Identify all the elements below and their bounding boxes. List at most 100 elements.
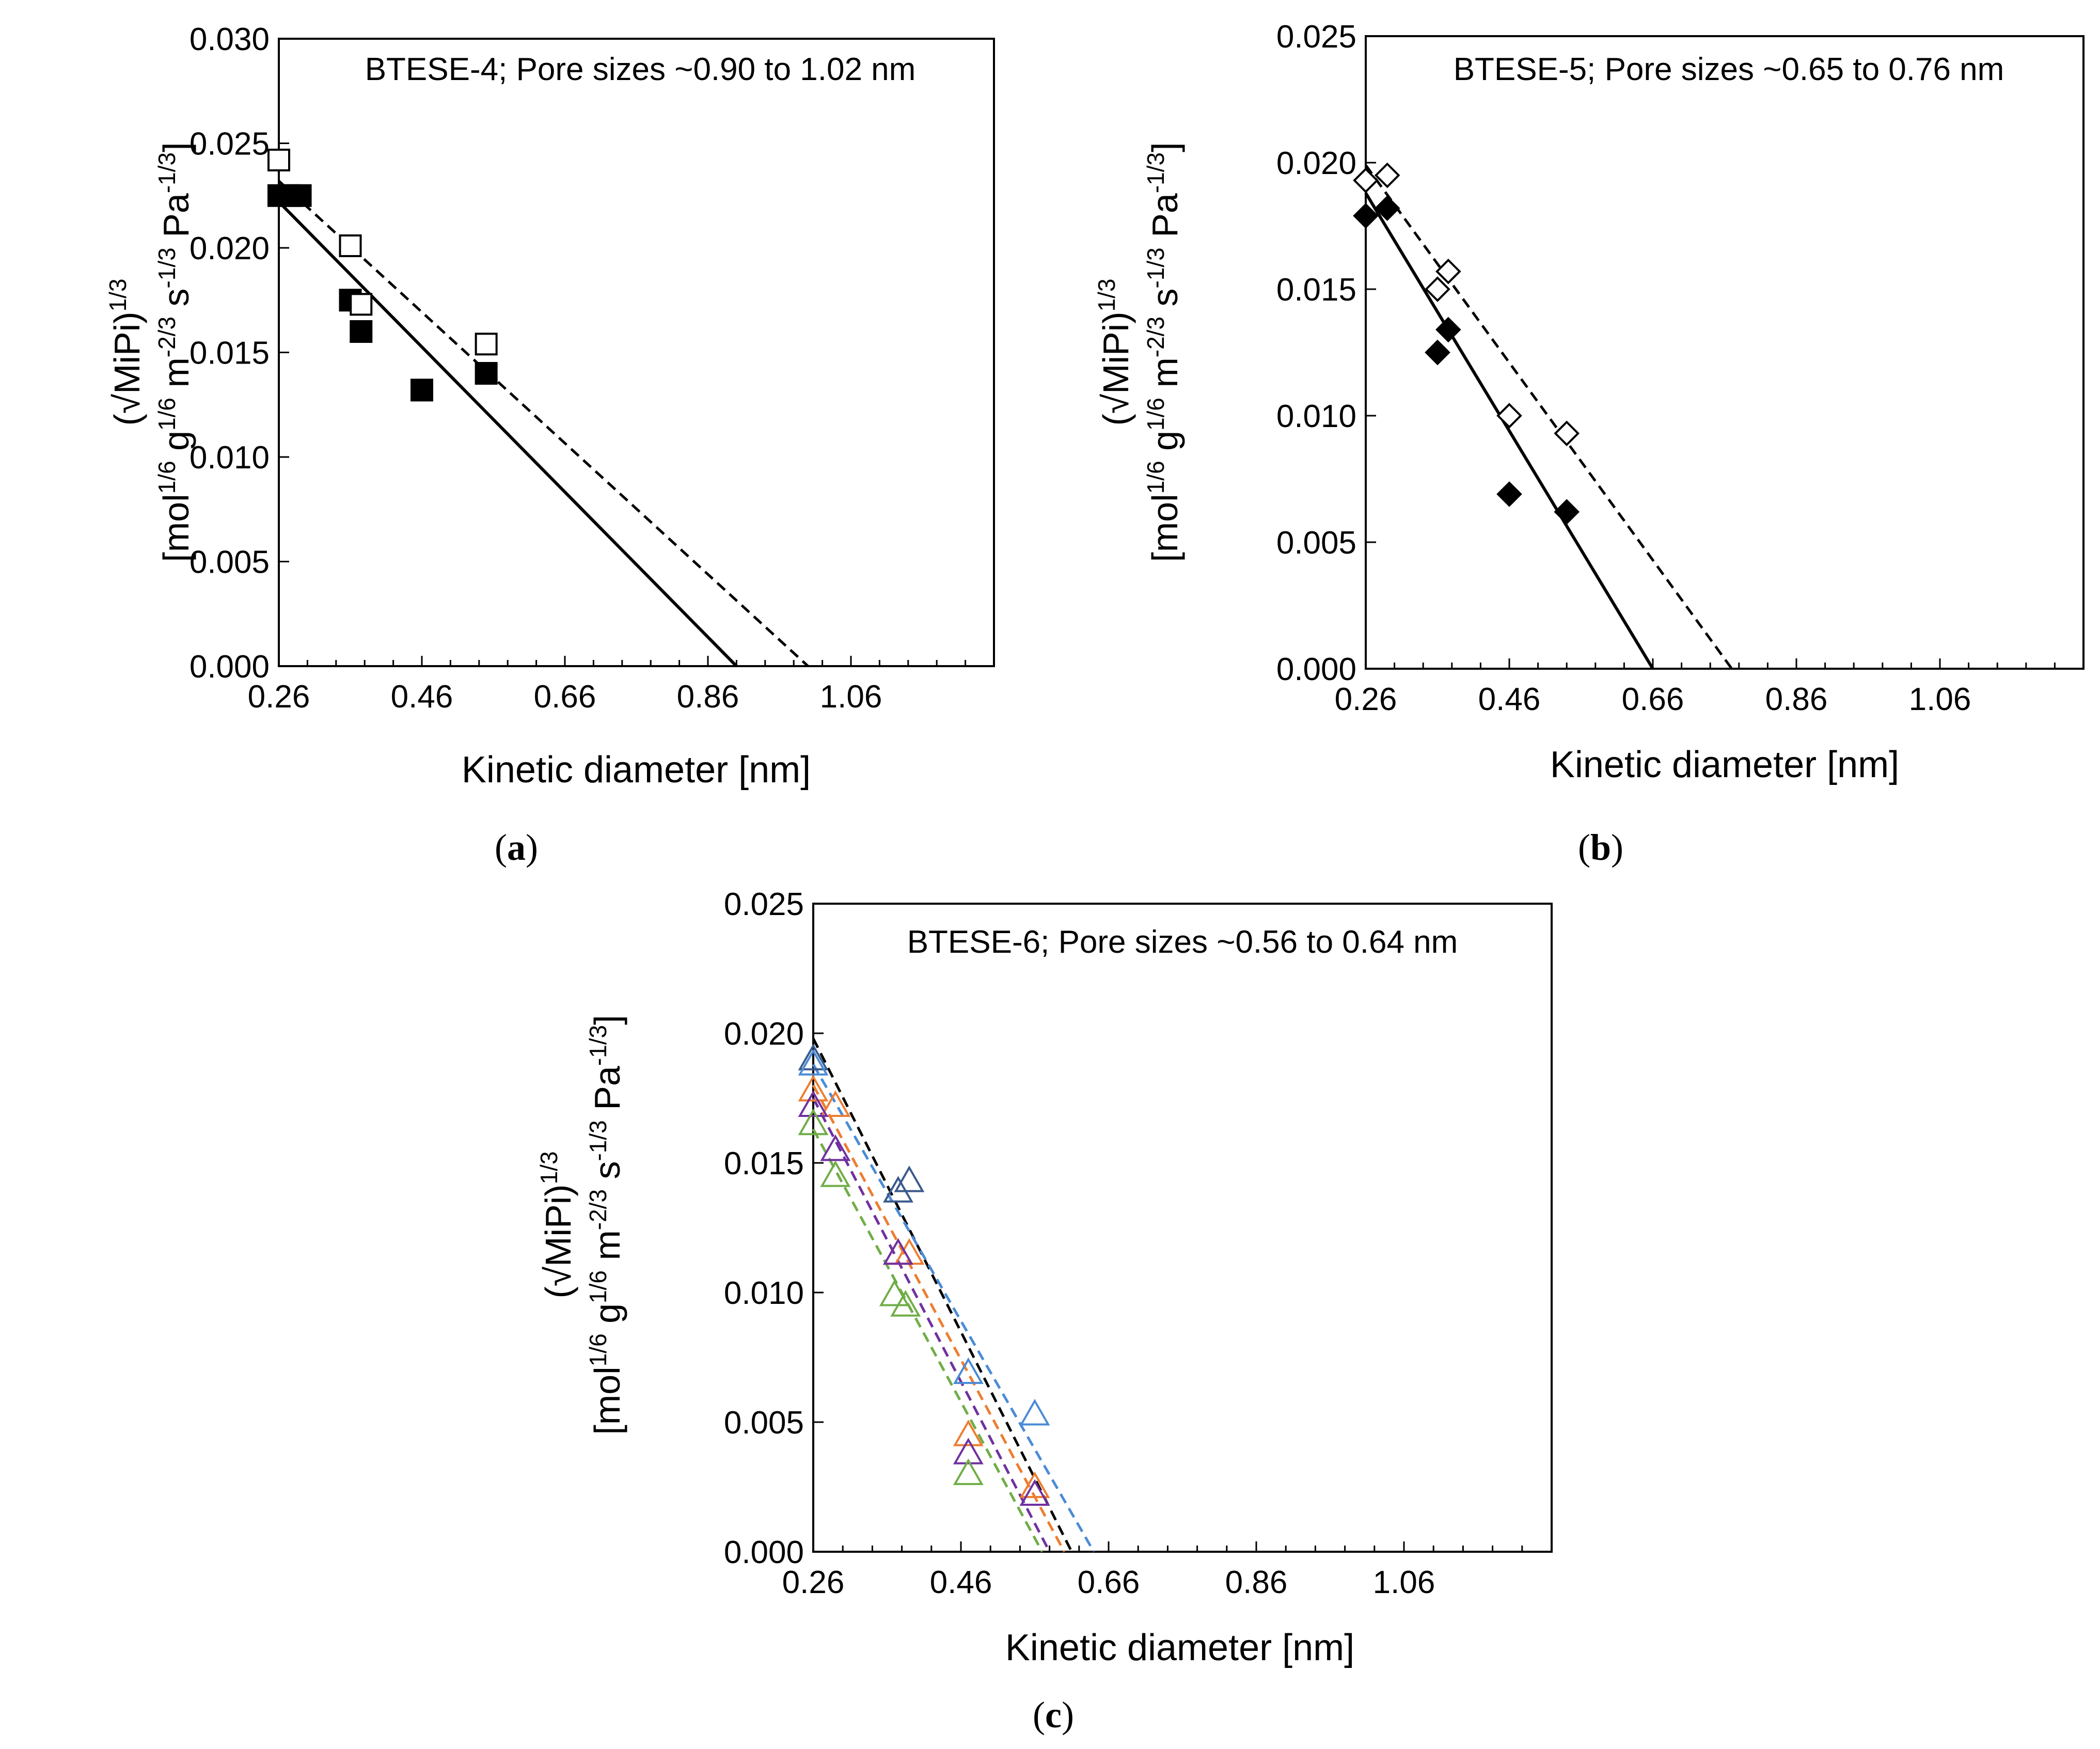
panel-caption: (a)	[495, 827, 538, 868]
chart-annotation: BTESE-5; Pore sizes ~0.65 to 0.76 nm	[1454, 52, 2004, 87]
data-point-triangle	[890, 1290, 921, 1317]
data-point-square	[267, 148, 290, 171]
data-points	[267, 148, 498, 402]
data-point-square	[350, 293, 373, 316]
y-axis-title: (√MiPi)1/3 [mol1/6 g1/6 m-2/3 s-1/3 Pa-1…	[1093, 142, 1185, 562]
x-tick-label: 0.26	[1335, 682, 1397, 717]
y-tick-label: 0.030	[190, 22, 270, 57]
data-point-diamond	[1374, 162, 1400, 188]
data-point-diamond	[1353, 203, 1379, 229]
y-axis-ticks: 0.000 0.005 0.010 0.015 0.020 0.025 0.030	[190, 22, 289, 685]
fit-lines	[1364, 164, 1733, 670]
x-tick-label: 1.06	[820, 679, 882, 715]
y-tick-label: 0.025	[190, 127, 270, 162]
x-axis-ticks: 0.26 0.46 0.66 0.86 1.06	[1335, 658, 2085, 717]
x-tick-label: 0.66	[534, 679, 596, 715]
data-point-square	[475, 333, 498, 356]
data-point-diamond	[1425, 339, 1450, 366]
y-axis-title-line1: (√MiPi)1/3	[1093, 278, 1136, 426]
data-points	[798, 1044, 1050, 1506]
data-point-square	[350, 320, 373, 343]
x-tick-label: 0.86	[1225, 1565, 1288, 1600]
x-tick-label: 0.26	[782, 1565, 845, 1600]
y-tick-label: 0.020	[190, 231, 270, 266]
y-axis-title: (√MiPi)1/3 [mol1/6 g1/6 m-2/3 s-1/3 Pa-1…	[535, 1015, 627, 1435]
data-point-triangle	[894, 1165, 925, 1192]
data-point-triangle	[953, 1420, 984, 1446]
y-tick-label: 0.025	[724, 887, 804, 922]
x-tick-label: 0.46	[930, 1565, 992, 1600]
x-axis-title: Kinetic diameter [nm]	[1550, 744, 1899, 785]
y-tick-label: 0.025	[1276, 19, 1356, 55]
chart-annotation: BTESE-6; Pore sizes ~0.56 to 0.64 nm	[907, 924, 1458, 960]
plot-area-frame	[812, 903, 1553, 1553]
y-tick-label: 0.015	[190, 336, 270, 371]
x-tick-label: 0.86	[1765, 682, 1828, 717]
x-tick-label: 1.06	[1373, 1565, 1435, 1600]
data-point-diamond	[1425, 276, 1450, 302]
y-axis-title-line2: [mol1/6 g1/6 m-2/3 s-1/3 Pa-1/3]	[1142, 142, 1185, 562]
data-point-triangle	[798, 1049, 829, 1076]
data-point-diamond	[1554, 420, 1580, 447]
data-point-triangle	[953, 1438, 984, 1464]
chart-panel-b: 0.26 0.46 0.66 0.86 1.06 0.000 0.005 0.010 0.01…	[1093, 19, 2085, 868]
y-tick-label: 0.000	[1276, 652, 1356, 687]
data-point-diamond	[1435, 317, 1461, 343]
data-point-triangle	[883, 1238, 913, 1265]
x-tick-label: 0.66	[1622, 682, 1684, 717]
data-point-triangle	[820, 1160, 851, 1187]
chart-annotation: BTESE-4; Pore sizes ~0.90 to 1.02 nm	[365, 52, 916, 87]
data-point-triangle	[1019, 1479, 1050, 1506]
panel-caption: (c)	[1033, 1694, 1074, 1736]
y-tick-label: 0.005	[1276, 525, 1356, 561]
data-points	[1353, 162, 1580, 525]
data-point-square	[475, 362, 498, 385]
data-point-triangle	[798, 1090, 829, 1117]
data-point-diamond	[1353, 167, 1379, 194]
y-axis-ticks: 0.000 0.005 0.010 0.015 0.020 0.025	[1276, 19, 1376, 687]
y-tick-label: 0.020	[1276, 146, 1356, 181]
data-point-triangle	[953, 1458, 984, 1485]
data-point-triangle	[879, 1279, 910, 1306]
data-point-diamond	[1374, 195, 1400, 222]
data-point-triangle	[820, 1090, 851, 1117]
x-axis-ticks: 0.26 0.46 0.66 0.86 1.06	[782, 1541, 1553, 1600]
data-point-triangle	[798, 1108, 829, 1136]
y-axis-title-line1: (√MiPi)1/3	[535, 1151, 578, 1298]
y-tick-label: 0.010	[1276, 399, 1356, 434]
data-point-triangle	[1019, 1398, 1050, 1426]
fit-line-dashed	[812, 1037, 1073, 1553]
fit-line-dashed	[812, 1097, 1051, 1553]
data-point-square	[339, 234, 362, 257]
fit-line-dashed	[812, 1063, 1095, 1553]
fit-line-solid	[1364, 192, 1654, 670]
data-point-triangle	[883, 1176, 913, 1203]
y-tick-label: 0.010	[190, 440, 270, 476]
y-tick-label: 0.000	[724, 1535, 804, 1570]
panel-caption: (b)	[1578, 827, 1623, 868]
x-tick-label: 0.86	[677, 679, 739, 715]
fit-line-dashed	[278, 180, 809, 667]
y-axis-title-line2: [mol1/6 g1/6 m-2/3 s-1/3 Pa-1/3]	[585, 1015, 627, 1435]
fit-lines	[277, 180, 809, 668]
x-axis-title: Kinetic diameter [nm]	[462, 749, 811, 791]
data-point-triangle	[1019, 1471, 1050, 1498]
data-point-square	[410, 379, 433, 402]
chart-panel-a: 0.26 0.46 0.66 0.86 1.06 0.000 0.005 0.010 0.01…	[104, 22, 995, 868]
x-tick-label: 0.46	[1478, 682, 1541, 717]
y-axis-ticks: 0.000 0.005 0.010 0.015 0.020 0.025	[724, 887, 824, 1570]
y-tick-label: 0.015	[1276, 272, 1356, 308]
y-axis-title-line1: (√MiPi)1/3	[104, 278, 147, 426]
x-tick-label: 1.06	[1909, 682, 1971, 717]
data-point-diamond	[1435, 258, 1461, 285]
y-tick-label: 0.000	[190, 649, 270, 685]
data-point-triangle	[798, 1044, 829, 1070]
x-axis-title: Kinetic diameter [nm]	[1005, 1627, 1354, 1668]
data-point-square	[289, 184, 312, 207]
y-tick-label: 0.005	[190, 545, 270, 580]
y-tick-label: 0.020	[724, 1016, 804, 1052]
x-tick-label: 0.26	[248, 679, 310, 715]
fit-line-dashed	[812, 1084, 1066, 1553]
fit-lines	[812, 1037, 1095, 1553]
